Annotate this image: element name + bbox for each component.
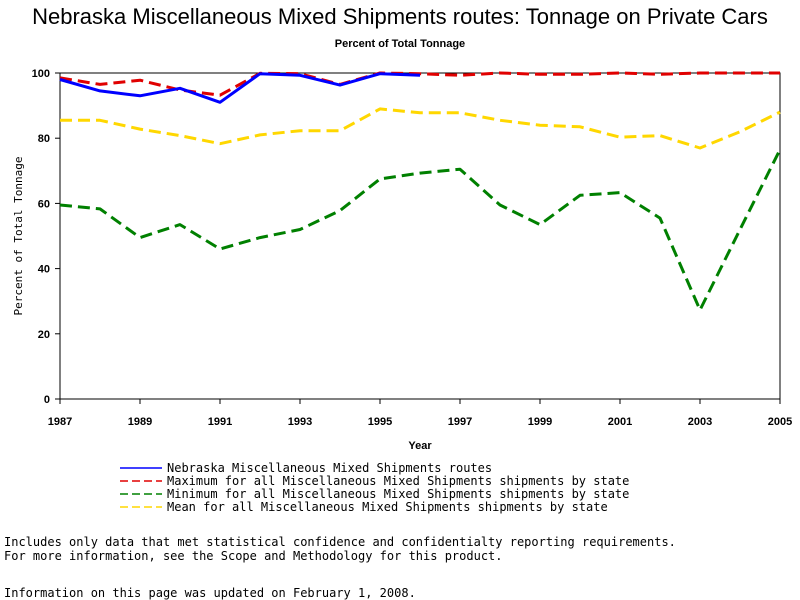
x-tick-label: 1991: [208, 416, 232, 428]
plot-frame: [59, 72, 781, 400]
y-tick-label: 100: [32, 68, 50, 80]
y-axis: 0 20 40 60 80 100: [32, 68, 60, 406]
chart-title: Nebraska Miscellaneous Mixed Shipments r…: [32, 4, 768, 29]
chart-subtitle: Percent of Total Tonnage: [334, 38, 466, 50]
x-tick-label: 1999: [528, 416, 552, 428]
legend-label: Minimum for all Miscellaneous Mixed Ship…: [167, 487, 629, 501]
y-tick-label: 40: [38, 264, 50, 276]
legend-label: Mean for all Miscellaneous Mixed Shipmen…: [167, 500, 608, 514]
x-tick-label: 2001: [608, 416, 632, 428]
legend-label: Maximum for all Miscellaneous Mixed Ship…: [167, 474, 629, 488]
y-tick-label: 20: [38, 329, 50, 341]
y-axis-label: Percent of Total Tonnage: [12, 157, 25, 316]
footnote-line-1: Includes only data that met statistical …: [4, 535, 676, 549]
series-layer: [59, 71, 782, 312]
x-tick-label: 1997: [448, 416, 472, 428]
footnote-line-2: For more information, see the Scope and …: [4, 549, 503, 563]
series-line-4: [60, 107, 781, 150]
series-line-3: [59, 148, 782, 312]
y-tick-label: 0: [44, 394, 50, 406]
y-tick-label: 60: [38, 198, 50, 210]
series-line-2: [59, 71, 780, 97]
x-axis-label: Year: [408, 440, 432, 452]
y-tick-label: 80: [38, 133, 50, 145]
x-tick-label: 1995: [368, 416, 392, 428]
x-axis: 1987 1989 1991 1993 1995 1997 1999 2001 2003 2005: [48, 399, 792, 428]
x-tick-label: 2003: [688, 416, 712, 428]
updated-note: Information on this page was updated on …: [4, 586, 416, 600]
legend-label: Nebraska Miscellaneous Mixed Shipments r…: [167, 461, 492, 475]
legend: Nebraska Miscellaneous Mixed Shipments r…: [120, 461, 629, 514]
x-tick-label: 2005: [768, 416, 792, 428]
plot-area-border: [59, 72, 781, 400]
series-line-1: [59, 72, 421, 104]
x-tick-label: 1989: [128, 416, 152, 428]
x-tick-label: 1993: [288, 416, 312, 428]
x-tick-label: 1987: [48, 416, 72, 428]
